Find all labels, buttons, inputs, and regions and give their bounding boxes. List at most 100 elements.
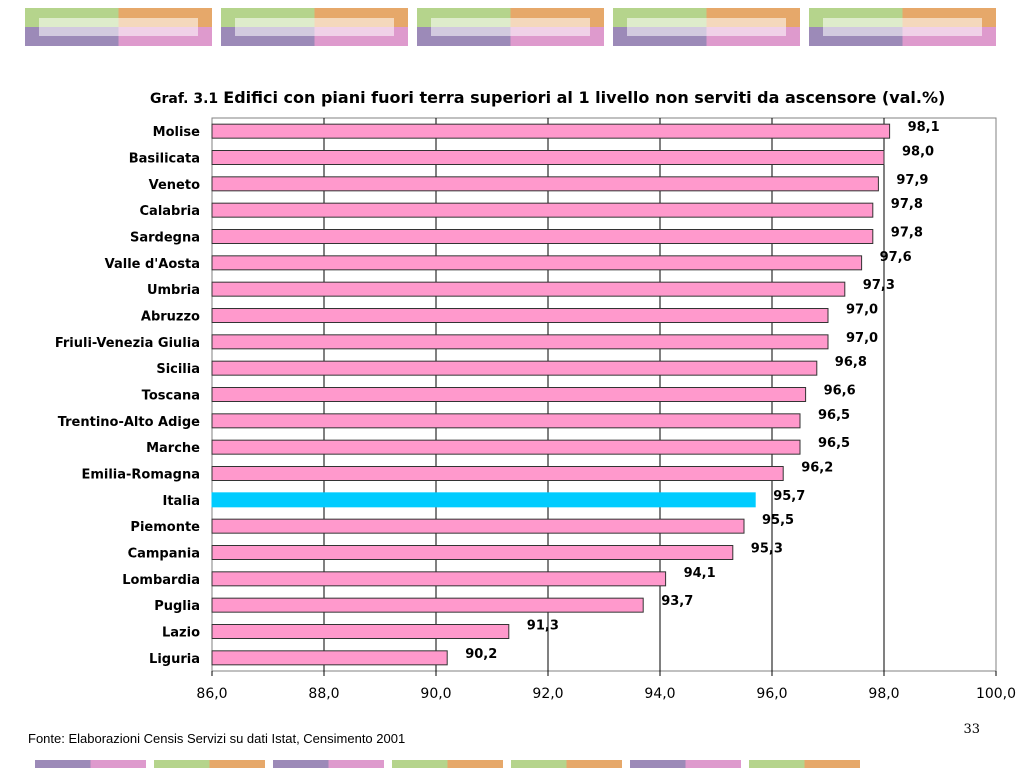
category-label: Lombardia	[122, 573, 200, 588]
y-axis-labels: Molise Basilicata Veneto Calabria Sardegna Va…	[55, 125, 200, 667]
value-label: 97,0	[846, 303, 878, 318]
chart-title: Graf. 3.1 Edifici con piani fuori terra …	[150, 88, 945, 107]
value-label: 95,5	[762, 513, 794, 528]
category-label: Emilia-Romagna	[81, 468, 200, 483]
value-label: 98,1	[908, 120, 940, 135]
footer-tile	[273, 760, 384, 768]
tile-block	[35, 760, 91, 768]
value-label: 98,0	[902, 145, 934, 160]
tile-block	[154, 760, 210, 768]
tile-block	[511, 760, 567, 768]
bar	[211, 229, 874, 244]
value-label: 97,0	[846, 331, 878, 346]
x-tick-label: 98,0	[868, 686, 899, 702]
category-label: Piemonte	[130, 520, 200, 535]
bar	[211, 466, 784, 481]
x-tick-label: 90,0	[420, 686, 451, 702]
tile-highlight	[627, 18, 786, 36]
tile-block	[209, 760, 265, 768]
tile-highlight	[39, 18, 198, 36]
value-label: 94,1	[684, 566, 716, 581]
bar	[211, 597, 644, 613]
category-label: Italia	[162, 494, 200, 509]
bar	[211, 545, 734, 560]
bar	[211, 650, 448, 666]
x-tick-label: 96,0	[756, 686, 787, 702]
tile-block	[566, 760, 622, 768]
footer-tile	[35, 760, 146, 768]
bar	[211, 387, 807, 402]
tile-block	[749, 760, 805, 768]
category-label: Marche	[146, 441, 200, 456]
value-label: 97,8	[891, 226, 923, 241]
x-tick-label: 88,0	[308, 686, 339, 702]
bar	[211, 518, 745, 534]
value-label: 96,5	[818, 408, 850, 423]
footer-decoration	[35, 760, 860, 768]
footer-tile	[392, 760, 503, 768]
bar-chart: 86,0 88,0 90,0 92,0 94,0 96,0 98,0 100,0 Molise B…	[55, 117, 1016, 702]
bar	[211, 281, 846, 297]
footer-tile	[154, 760, 265, 768]
chart-title-prefix: Graf. 3.1	[150, 91, 219, 107]
value-label: 96,8	[835, 355, 867, 370]
tile-block	[328, 760, 384, 768]
category-label: Sicilia	[156, 362, 200, 377]
bar	[211, 150, 885, 165]
category-label: Veneto	[149, 178, 200, 193]
tile-block	[392, 760, 448, 768]
header-tile	[221, 8, 408, 46]
x-tick-label: 94,0	[644, 686, 675, 702]
x-axis: 86,0 88,0 90,0 92,0 94,0 96,0 98,0 100,0	[196, 671, 1016, 702]
source-note: Fonte: Elaborazioni Censis Servizi su da…	[28, 731, 406, 746]
category-label: Sardegna	[130, 231, 200, 246]
category-label: Abruzzo	[141, 310, 200, 325]
category-label: Umbria	[147, 283, 200, 298]
data-labels: 98,1 98,0 97,9 97,8 97,8 97,6 97,3 97,0 97,0 96,8…	[465, 120, 939, 662]
category-label: Calabria	[140, 204, 201, 219]
value-label: 96,2	[801, 461, 833, 476]
category-label: Basilicata	[129, 152, 200, 167]
bar	[211, 334, 829, 350]
category-label: Trentino-Alto Adige	[58, 415, 200, 430]
tile-block	[630, 760, 686, 768]
category-label: Campania	[128, 547, 200, 562]
category-label: Friuli-Venezia Giulia	[55, 336, 200, 351]
bar	[211, 360, 818, 376]
tile-block	[804, 760, 860, 768]
value-label: 93,7	[661, 594, 693, 609]
header-tile	[417, 8, 604, 46]
category-label: Lazio	[162, 626, 200, 641]
bar	[211, 202, 874, 218]
bars	[211, 123, 891, 666]
header-tile	[25, 8, 212, 46]
bar	[211, 308, 829, 323]
x-tick-label: 100,0	[976, 686, 1016, 702]
value-label: 97,6	[880, 250, 912, 265]
bar	[211, 439, 801, 455]
value-label: 97,3	[863, 278, 895, 293]
tile-highlight	[431, 18, 590, 36]
tile-highlight	[823, 18, 982, 36]
footer-tile	[749, 760, 860, 768]
tile-block	[685, 760, 741, 768]
value-label: 97,9	[896, 173, 928, 188]
bar	[211, 571, 667, 587]
tile-block	[447, 760, 503, 768]
value-label: 96,6	[824, 384, 856, 399]
tile-block	[273, 760, 329, 768]
category-label: Toscana	[142, 389, 200, 404]
bar	[211, 624, 510, 639]
footer-tile	[511, 760, 622, 768]
footer-tile	[630, 760, 741, 768]
category-label: Puglia	[154, 599, 200, 614]
category-label: Molise	[153, 125, 201, 140]
bar	[211, 492, 756, 508]
tile-highlight	[235, 18, 394, 36]
page-number: 33	[963, 722, 980, 737]
chart-title-text: Edifici con piani fuori terra superiori …	[223, 88, 946, 107]
category-label: Liguria	[149, 652, 200, 667]
bar	[211, 255, 863, 271]
bar	[211, 413, 801, 429]
value-label: 96,5	[818, 436, 850, 451]
